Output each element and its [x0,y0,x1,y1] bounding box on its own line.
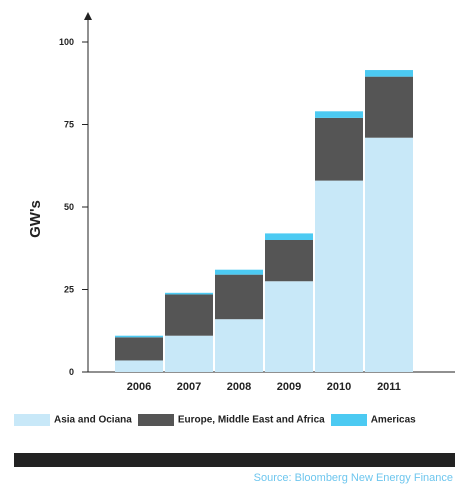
x-tick-label-2007: 2007 [177,381,201,393]
bar-2006-series-0 [115,360,163,372]
bar-2011-series-0 [365,137,413,372]
y-axis-arrow [84,12,92,20]
bar-2010-series-2 [315,111,363,118]
legend-item-0: Asia and Ociana [14,414,132,426]
bar-2008-series-0 [215,319,263,372]
y-tick-label-0: 0 [69,367,74,377]
x-tick-label-2010: 2010 [327,381,351,393]
bar-2006-series-2 [115,335,163,338]
bar-2009-series-2 [265,233,313,240]
legend-label-1: Europe, Middle East and Africa [177,414,325,426]
legend-swatch-2 [330,414,367,426]
legend-item-1: Europe, Middle East and Africa [137,414,325,426]
chart-legend: Asia and Ociana Europe, Middle East and A… [14,414,422,432]
y-tick-label-75: 75 [64,120,74,130]
bar-2007-series-0 [165,335,213,372]
legend-label-0: Asia and Ociana [54,414,132,426]
bar-2009-series-1 [265,240,313,282]
source-note: Source: Bloomberg New Energy Finance [253,472,453,484]
chart-plot-area: 0 25 50 75 100 GW's 2006 2007 2008 2009 2010 2011 [27,12,455,393]
divider-bar [14,453,455,467]
bar-2008-series-1 [215,274,263,320]
bar-2008-series-2 [215,269,263,275]
y-tick-label-50: 50 [64,202,74,212]
bar-2009-series-0 [265,281,313,372]
bar-2010-series-1 [315,117,363,181]
legend-label-2: Americas [370,414,416,426]
bar-2011-series-2 [365,70,413,77]
y-tick-label-25: 25 [64,285,74,295]
x-tick-label-2011: 2011 [377,381,401,393]
bar-2007-series-1 [165,294,213,336]
y-axis-label: GW's [27,200,44,238]
x-tick-label-2008: 2008 [227,381,251,393]
legend-swatch-0 [14,414,50,426]
legend-swatch-1 [137,414,174,426]
bar-2010-series-0 [315,180,363,372]
y-tick-label-100: 100 [59,37,74,47]
bar-2006-series-1 [115,337,163,361]
legend-item-2: Americas [330,414,416,426]
x-tick-label-2009: 2009 [277,381,301,393]
bar-2007-series-2 [165,292,213,295]
bar-2011-series-1 [365,76,413,138]
x-tick-label-2006: 2006 [127,381,151,393]
